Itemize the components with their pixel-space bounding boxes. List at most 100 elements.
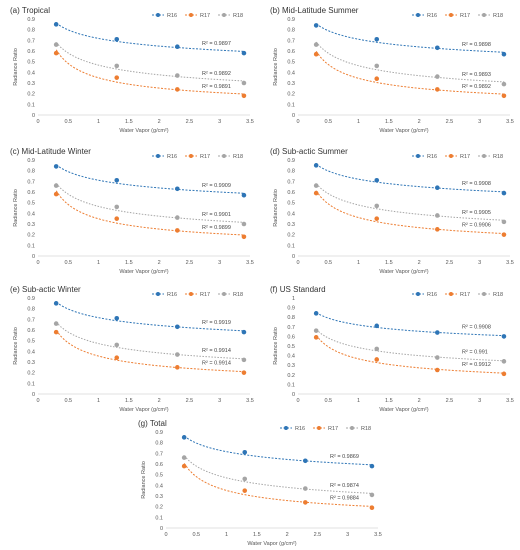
data-point-r18 bbox=[501, 81, 507, 87]
data-point-r18 bbox=[501, 359, 507, 364]
chart-svg: (a) Tropical 0 0.1 0.2 0.3 0.4 0.5 0.6 0.7 0.8 0.9… bbox=[10, 6, 254, 134]
data-point-r18 bbox=[114, 204, 120, 210]
x-tick-label: 3.5 bbox=[374, 532, 382, 538]
y-tick-label: 0.3 bbox=[27, 222, 35, 228]
x-tick-label: 3.5 bbox=[506, 260, 514, 266]
data-point-r16 bbox=[53, 164, 59, 169]
x-tick-label: 2.5 bbox=[314, 532, 322, 538]
y-axis-label: Radiance Ratio bbox=[13, 189, 19, 227]
r-squared-label-r16: R² = 0.9898 bbox=[462, 42, 491, 48]
y-tick-label: 0.6 bbox=[27, 190, 35, 196]
r-squared-label-r18: R² = 0.9901 bbox=[202, 212, 231, 218]
y-tick-label: 0.5 bbox=[287, 60, 295, 66]
x-axis-label: Water Vapor (g/cm²) bbox=[379, 128, 428, 134]
x-axis-label: Water Vapor (g/cm²) bbox=[119, 407, 168, 413]
legend-item-r18: R18 bbox=[478, 154, 503, 160]
legend-marker bbox=[416, 154, 420, 158]
legend-label: R18 bbox=[493, 154, 503, 160]
x-tick-label: 3.5 bbox=[246, 260, 254, 266]
data-point-r16 bbox=[175, 186, 180, 192]
trendline-r18 bbox=[55, 321, 244, 360]
legend-marker bbox=[156, 13, 160, 17]
y-tick-label: 0.9 bbox=[155, 430, 163, 436]
data-point-r16 bbox=[241, 50, 247, 56]
y-tick-label: 0.6 bbox=[155, 462, 163, 468]
legend-label: R18 bbox=[493, 292, 503, 298]
y-tick-label: 0.7 bbox=[155, 451, 163, 457]
legend-item-r18: R18 bbox=[478, 13, 503, 19]
data-point-r17 bbox=[114, 355, 120, 361]
data-point-r16 bbox=[313, 163, 319, 168]
chart-panel-mid-latitude-winter: (c) Mid-Latitude Winter 0 0.1 0.2 0.3 0.4 0.5 0… bbox=[2, 143, 260, 277]
x-tick-label: 0 bbox=[296, 260, 299, 266]
legend-label: R18 bbox=[493, 13, 503, 19]
r-squared-label-r18: R² = 0.9914 bbox=[202, 348, 231, 354]
data-point-r16 bbox=[435, 185, 440, 191]
y-tick-label: 0.2 bbox=[287, 373, 295, 379]
trendline-r16 bbox=[55, 301, 244, 332]
data-point-r17 bbox=[313, 190, 319, 196]
chart-svg: (f) US Standard 0 0.1 0.2 0.3 0.4 0.5 0.6 0.7 0.8… bbox=[270, 285, 514, 413]
legend-label: R17 bbox=[200, 154, 210, 160]
data-point-r17 bbox=[435, 87, 440, 92]
data-point-r16 bbox=[435, 45, 440, 51]
x-tick-label: 1 bbox=[97, 260, 100, 266]
x-tick-label: 3 bbox=[478, 260, 481, 266]
trendline-r17 bbox=[55, 330, 244, 373]
y-tick-label: 0.2 bbox=[287, 233, 295, 239]
x-axis-label: Water Vapor (g/cm²) bbox=[119, 128, 168, 134]
y-tick-label: 0.5 bbox=[287, 201, 295, 207]
legend-item-r18: R18 bbox=[478, 292, 503, 298]
r-squared-label-r18: R² = 0.9874 bbox=[330, 483, 359, 489]
data-point-r18 bbox=[313, 328, 319, 333]
y-tick-label: 0.5 bbox=[287, 344, 295, 350]
data-point-r16 bbox=[241, 329, 247, 335]
legend-label: R18 bbox=[361, 426, 371, 432]
data-point-r18 bbox=[114, 342, 120, 348]
data-point-r18 bbox=[374, 203, 380, 209]
y-tick-label: 0.2 bbox=[27, 92, 35, 98]
y-tick-label: 0.8 bbox=[287, 28, 295, 34]
y-tick-label: 0.9 bbox=[287, 306, 295, 312]
chart-panel-mid-latitude-summer: (b) Mid-Latitude Summer 0 0.1 0.2 0.3 0.4 0.5 0… bbox=[262, 2, 520, 136]
r-squared-label-r18: R² = 0.991 bbox=[462, 349, 488, 355]
y-axis-label: Radiance Ratio bbox=[141, 461, 147, 499]
y-tick-label: 0 bbox=[160, 526, 163, 532]
data-point-r16 bbox=[241, 192, 247, 198]
data-point-r16 bbox=[303, 458, 308, 464]
chart-panel-total: (g) Total 0 0.1 0.2 0.3 0.4 0.5 0.6 0.7 0.8 0.9 0 0.… bbox=[130, 415, 388, 549]
y-tick-label: 0.4 bbox=[27, 70, 35, 76]
legend-label: R16 bbox=[427, 154, 437, 160]
legend-item-r16: R16 bbox=[152, 154, 177, 160]
data-point-r17 bbox=[175, 365, 180, 370]
legend-label: R18 bbox=[233, 154, 243, 160]
r-squared-label-r16: R² = 0.9908 bbox=[462, 324, 491, 330]
x-tick-label: 0.5 bbox=[324, 119, 332, 125]
y-axis-label: Radiance Ratio bbox=[273, 327, 279, 365]
data-point-r18 bbox=[53, 42, 59, 47]
legend-label: R16 bbox=[167, 154, 177, 160]
legend-item-r17: R17 bbox=[313, 426, 338, 432]
y-axis-label: Radiance Ratio bbox=[273, 48, 279, 86]
legend-marker bbox=[284, 426, 288, 430]
trendline-r16 bbox=[55, 22, 244, 52]
x-tick-label: 3 bbox=[478, 119, 481, 125]
data-point-r17 bbox=[241, 93, 247, 99]
legend-marker bbox=[156, 154, 160, 158]
r-squared-label-r16: R² = 0.9908 bbox=[462, 181, 491, 187]
x-tick-label: 1 bbox=[97, 119, 100, 125]
y-tick-label: 0.3 bbox=[27, 360, 35, 366]
y-tick-label: 0 bbox=[292, 392, 295, 398]
x-tick-label: 0 bbox=[36, 119, 39, 125]
r-squared-label-r18: R² = 0.9905 bbox=[462, 210, 491, 216]
data-point-r16 bbox=[501, 190, 507, 196]
y-tick-label: 0.2 bbox=[155, 505, 163, 511]
x-tick-label: 0 bbox=[36, 260, 39, 266]
legend-marker bbox=[317, 426, 321, 430]
data-point-r18 bbox=[114, 63, 120, 69]
x-tick-label: 1.5 bbox=[125, 119, 133, 125]
x-axis-label: Water Vapor (g/cm²) bbox=[379, 269, 428, 275]
x-tick-label: 3.5 bbox=[246, 398, 254, 404]
legend-item-r16: R16 bbox=[412, 292, 437, 298]
